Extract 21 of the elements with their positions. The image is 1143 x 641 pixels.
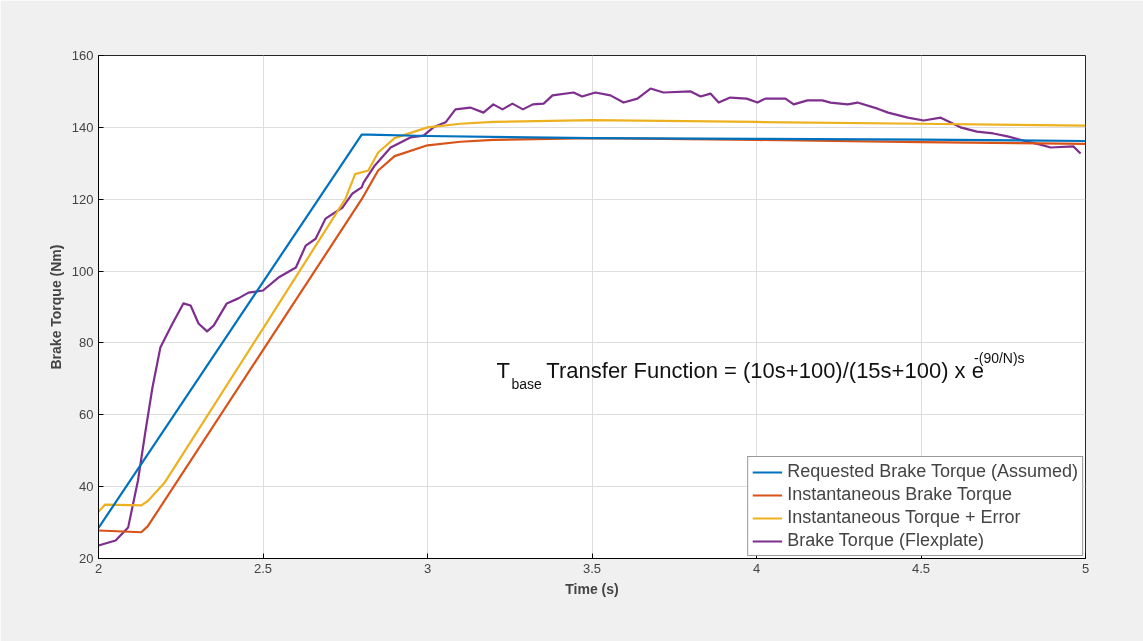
x-tick-label: 2 (94, 560, 103, 576)
legend-label: Brake Torque (Flexplate) (787, 530, 984, 551)
y-tick-label: 80 (79, 335, 94, 351)
y-tick-label: 140 (71, 119, 94, 135)
y-tick-label: 20 (79, 551, 94, 566)
y-tick-label: 60 (79, 407, 94, 423)
y-tick-label: 120 (71, 191, 94, 207)
x-tick-label: 3.5 (582, 560, 602, 576)
legend-label: Requested Brake Torque (Assumed) (787, 461, 1078, 482)
y-tick-label: 40 (79, 479, 94, 495)
x-axis-title: Time (s) (565, 580, 619, 597)
x-tick-label: 3 (423, 560, 432, 576)
y-tick-label: 100 (71, 263, 94, 279)
x-tick-label: 2.5 (253, 560, 273, 576)
x-tick-label: 4 (752, 560, 761, 576)
x-tick-label: 5 (1081, 560, 1090, 576)
y-axis-title: Brake Torque (Nm) (47, 244, 64, 370)
legend-label: Instantaneous Torque + Error (787, 507, 1021, 528)
x-tick-label: 4.5 (911, 560, 931, 576)
legend-label: Instantaneous Brake Torque (787, 484, 1012, 505)
y-tick-label: 160 (71, 48, 94, 63)
